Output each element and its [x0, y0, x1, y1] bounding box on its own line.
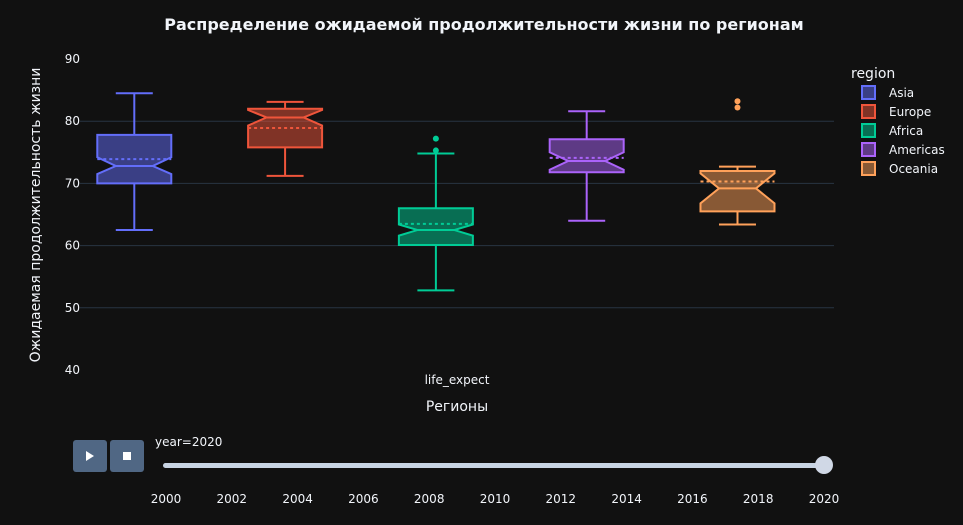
outlier-point [734, 98, 741, 105]
y-axis-title: Ожидаемая продолжительность жизни [28, 68, 44, 363]
box-americas [548, 110, 625, 222]
y-tick-label: 70 [65, 176, 80, 190]
slider-tick-label[interactable]: 2016 [677, 492, 708, 506]
box-asia [96, 92, 173, 232]
grid [80, 120, 834, 309]
y-tick-label: 90 [65, 52, 80, 66]
legend-item-americas[interactable]: Americas [861, 142, 945, 157]
box-oceania [699, 98, 776, 226]
y-tick-label: 40 [65, 363, 80, 377]
legend-label: Asia [889, 86, 914, 100]
chart-title: Распределение ожидаемой продолжительност… [164, 15, 803, 34]
outlier-point [432, 135, 439, 142]
legend-item-asia[interactable]: Asia [861, 85, 914, 100]
play-button[interactable] [73, 440, 107, 472]
box-plots [96, 92, 776, 292]
box-africa [397, 135, 474, 292]
slider-tick-label[interactable]: 2002 [216, 492, 248, 506]
legend-item-europe[interactable]: Europe [861, 104, 931, 119]
legend-label: Europe [889, 105, 931, 119]
outlier-point [432, 147, 439, 154]
slider-tick-label[interactable]: 2004 [282, 492, 313, 506]
slider-tick-label[interactable]: 2010 [479, 492, 511, 506]
legend-swatch [861, 104, 876, 119]
slider-tick-label[interactable]: 2012 [545, 492, 577, 506]
legend-item-oceania[interactable]: Oceania [861, 161, 938, 176]
legend: Asia Europe Africa Americas Oceania [861, 85, 945, 176]
legend-label: Africa [889, 124, 923, 138]
box-body [397, 207, 474, 246]
x-axis-title: Регионы [426, 399, 488, 415]
slider-tick-label[interactable]: 2014 [611, 492, 642, 506]
slider-tick-label[interactable]: 2018 [742, 492, 774, 506]
outlier-point [734, 104, 741, 111]
y-axis-ticks: 40 50 60 70 80 90 [65, 52, 80, 377]
slider-current-label: year=2020 [155, 435, 223, 449]
stop-icon [123, 452, 131, 460]
y-tick-label: 50 [65, 301, 80, 315]
slider-tick-label[interactable]: 2006 [348, 492, 379, 506]
box-body [699, 169, 776, 213]
legend-label: Americas [889, 143, 945, 157]
y-tick-label: 60 [65, 239, 80, 253]
slider-tick-label[interactable]: 2020 [808, 492, 840, 506]
legend-swatch [861, 123, 876, 138]
slider-tick-label[interactable]: 2008 [413, 492, 445, 506]
y-tick-label: 80 [65, 114, 80, 128]
x-category-label: life_expect [425, 373, 490, 387]
legend-swatch [861, 85, 876, 100]
legend-label: Oceania [889, 162, 938, 176]
year-slider-handle[interactable] [815, 456, 833, 474]
slider-tick-label[interactable]: 2000 [150, 492, 182, 506]
legend-swatch [861, 161, 876, 176]
legend-item-africa[interactable]: Africa [861, 123, 923, 138]
legend-title: region [851, 66, 895, 82]
stop-button[interactable] [110, 440, 144, 472]
year-slider-track[interactable] [163, 463, 825, 468]
box-europe [247, 100, 324, 177]
play-icon [86, 451, 94, 461]
legend-swatch [861, 142, 876, 157]
box-body [548, 138, 625, 174]
